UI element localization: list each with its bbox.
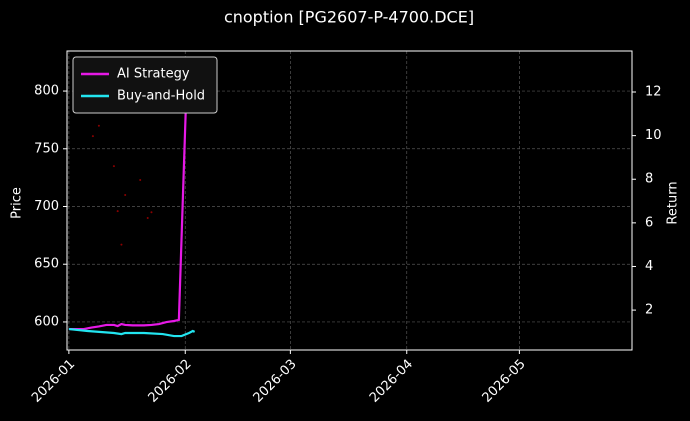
price-dot bbox=[112, 165, 115, 168]
y2-tick-label: 6 bbox=[645, 215, 653, 230]
price-dot bbox=[124, 193, 127, 196]
y-tick-label: 700 bbox=[34, 199, 59, 214]
price-dot bbox=[139, 178, 142, 181]
y2-tick-label: 10 bbox=[645, 128, 662, 143]
price-dot bbox=[150, 211, 153, 214]
series-line bbox=[68, 327, 196, 338]
y-axis-label: Price bbox=[10, 187, 25, 219]
chart-title: cnoption [PG2607-P-4700.DCE] bbox=[224, 8, 474, 27]
price-dot bbox=[91, 135, 94, 138]
legend-label: AI Strategy bbox=[117, 67, 190, 82]
price-dot bbox=[146, 217, 149, 220]
y-tick-label: 600 bbox=[34, 314, 59, 329]
price-dot bbox=[116, 210, 119, 213]
legend-box bbox=[72, 56, 218, 114]
y-tick-label: 750 bbox=[34, 141, 59, 156]
y-tick-label: 800 bbox=[34, 84, 59, 99]
series-line bbox=[68, 67, 189, 331]
plot-frame bbox=[66, 50, 633, 351]
price-dot bbox=[97, 124, 100, 127]
y2-tick-label: 12 bbox=[645, 85, 662, 100]
y2-tick-label: 8 bbox=[645, 172, 653, 187]
y-tick-label: 650 bbox=[34, 257, 59, 272]
legend-label: Buy-and-Hold bbox=[117, 89, 205, 104]
y2-axis-label: Return bbox=[666, 181, 681, 224]
y2-tick-label: 4 bbox=[645, 259, 653, 274]
price-dot bbox=[120, 243, 123, 246]
y2-tick-label: 2 bbox=[645, 303, 653, 318]
